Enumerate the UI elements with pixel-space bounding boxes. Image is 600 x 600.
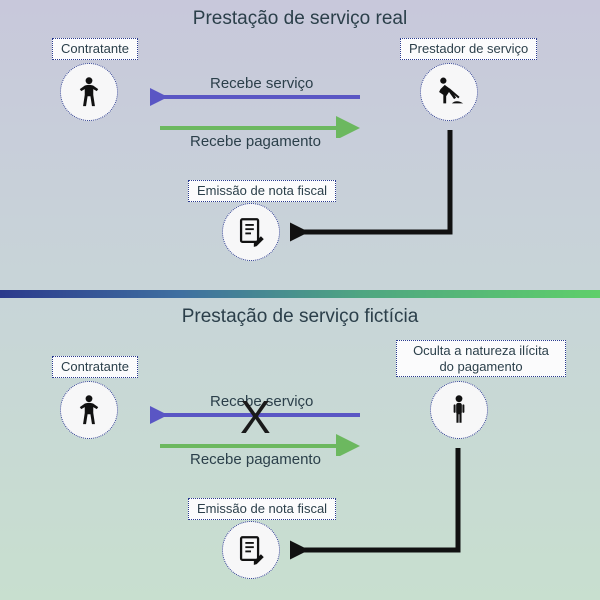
section-title-fake: Prestação de serviço fictícia (0, 306, 600, 328)
contractor-label-fake: Contratante (52, 356, 138, 378)
person-hands-hips-icon (72, 393, 106, 427)
document-pen-icon (234, 533, 268, 567)
provider-icon-fake (430, 381, 488, 439)
provider-label-fake: Oculta a natureza ilícita do pagamento (396, 340, 566, 377)
provider-icon (420, 63, 478, 121)
person-hands-hips-icon (72, 75, 106, 109)
contractor-icon-fake (60, 381, 118, 439)
provider-label-real: Prestador de serviço (400, 38, 537, 60)
elbow-arrow-real (290, 130, 490, 250)
invoice-icon-fake (222, 521, 280, 579)
section-title-real: Prestação de serviço real (0, 8, 600, 30)
worker-digging-icon (432, 75, 466, 109)
section-divider (0, 290, 600, 298)
contractor-icon (60, 63, 118, 121)
contractor-label-real: Contratante (52, 38, 138, 60)
person-standing-icon (442, 393, 476, 427)
elbow-arrow-fake (290, 448, 490, 568)
document-pen-icon (234, 215, 268, 249)
invoice-icon-real (222, 203, 280, 261)
service-arrow-label-real: Recebe serviço (210, 75, 313, 92)
